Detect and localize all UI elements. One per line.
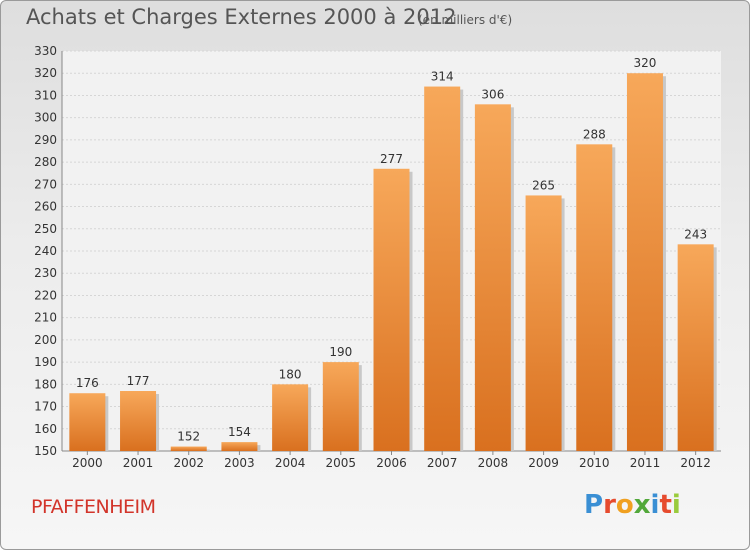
x-tick-label: 2008 bbox=[478, 456, 509, 470]
bar bbox=[221, 442, 258, 451]
data-label: 190 bbox=[329, 345, 352, 359]
y-tick-label: 300 bbox=[34, 111, 57, 125]
chart-title: Achats et Charges Externes 2000 à 2012 bbox=[26, 5, 457, 29]
data-label: 243 bbox=[684, 227, 707, 241]
bar bbox=[474, 104, 511, 451]
bar bbox=[272, 384, 309, 451]
x-tick-label: 2009 bbox=[528, 456, 559, 470]
data-label: 288 bbox=[583, 127, 606, 141]
data-label: 265 bbox=[532, 178, 555, 192]
data-label: 152 bbox=[177, 430, 200, 444]
chart-subtitle: (en milliers d'€) bbox=[418, 13, 513, 27]
data-label: 277 bbox=[380, 152, 403, 166]
y-tick-label: 150 bbox=[34, 444, 57, 458]
y-tick-label: 290 bbox=[34, 133, 57, 147]
bar bbox=[424, 86, 461, 452]
y-tick-label: 220 bbox=[34, 288, 57, 302]
bar bbox=[677, 244, 714, 451]
y-tick-label: 330 bbox=[34, 44, 57, 58]
bar bbox=[373, 168, 410, 451]
x-tick-label: 2007 bbox=[427, 456, 458, 470]
bar bbox=[170, 446, 207, 451]
data-label: 177 bbox=[127, 374, 150, 388]
bar bbox=[322, 362, 359, 451]
data-label: 320 bbox=[634, 56, 657, 70]
y-tick-label: 190 bbox=[34, 355, 57, 369]
x-tick-label: 2000 bbox=[72, 456, 103, 470]
x-tick-label: 2004 bbox=[275, 456, 306, 470]
commune-name: PFAFFENHEIM bbox=[31, 496, 156, 518]
x-tick-label: 2003 bbox=[224, 456, 255, 470]
data-label: 180 bbox=[279, 367, 302, 381]
x-tick-label: 2005 bbox=[326, 456, 357, 470]
y-tick-label: 270 bbox=[34, 177, 57, 191]
y-tick-label: 160 bbox=[34, 422, 57, 436]
y-tick-label: 210 bbox=[34, 311, 57, 325]
x-tick-label: 2010 bbox=[579, 456, 610, 470]
x-tick-label: 2001 bbox=[123, 456, 154, 470]
data-label: 314 bbox=[431, 70, 454, 84]
bar bbox=[576, 144, 613, 452]
y-tick-label: 200 bbox=[34, 333, 57, 347]
data-label: 154 bbox=[228, 425, 251, 439]
y-tick-label: 280 bbox=[34, 155, 57, 169]
y-tick-label: 180 bbox=[34, 377, 57, 391]
y-tick-label: 250 bbox=[34, 222, 57, 236]
y-tick-label: 320 bbox=[34, 66, 57, 80]
bar bbox=[69, 393, 106, 451]
y-tick-label: 170 bbox=[34, 400, 57, 414]
y-tick-label: 310 bbox=[34, 88, 57, 102]
bar bbox=[626, 73, 663, 451]
x-tick-label: 2006 bbox=[376, 456, 407, 470]
x-tick-label: 2012 bbox=[680, 456, 711, 470]
proxiti-logo[interactable]: Proxiti bbox=[584, 490, 681, 520]
x-tick-label: 2011 bbox=[630, 456, 661, 470]
data-label: 306 bbox=[481, 87, 504, 101]
bar bbox=[120, 391, 157, 451]
y-tick-label: 240 bbox=[34, 244, 57, 258]
x-tick-label: 2002 bbox=[173, 456, 204, 470]
y-tick-label: 230 bbox=[34, 266, 57, 280]
data-label: 176 bbox=[76, 376, 99, 390]
y-tick-label: 260 bbox=[34, 200, 57, 214]
bar bbox=[525, 195, 562, 451]
